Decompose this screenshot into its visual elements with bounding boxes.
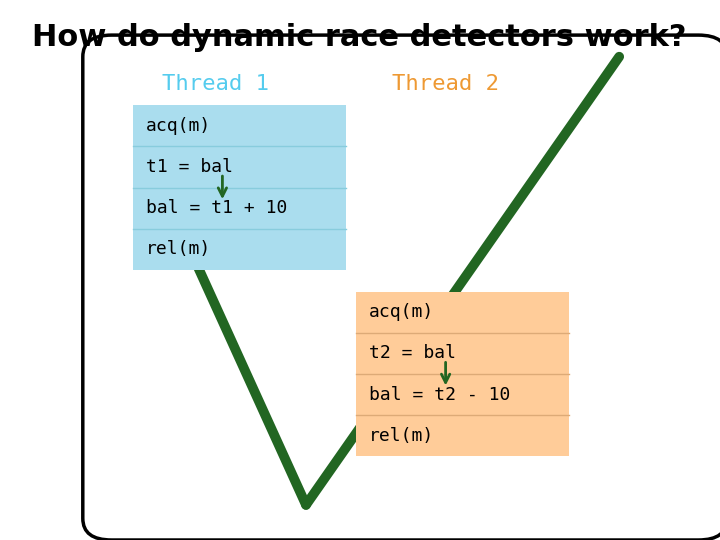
Text: rel(m): rel(m) [369,427,435,445]
Text: t1 = bal: t1 = bal [146,158,233,176]
Text: t2 = bal: t2 = bal [369,345,456,362]
Text: bal = t2 - 10: bal = t2 - 10 [369,386,510,403]
Text: acq(m): acq(m) [146,117,212,135]
Text: Thread 2: Thread 2 [392,73,500,94]
Text: rel(m): rel(m) [146,240,212,259]
Text: Thread 1: Thread 1 [162,73,269,94]
Text: How do dynamic race detectors work?: How do dynamic race detectors work? [32,23,687,52]
Text: bal = t1 + 10: bal = t1 + 10 [146,199,287,217]
Text: acq(m): acq(m) [369,303,435,321]
Bar [133,105,346,270]
Bar [356,292,569,456]
FancyBboxPatch shape [83,35,720,540]
